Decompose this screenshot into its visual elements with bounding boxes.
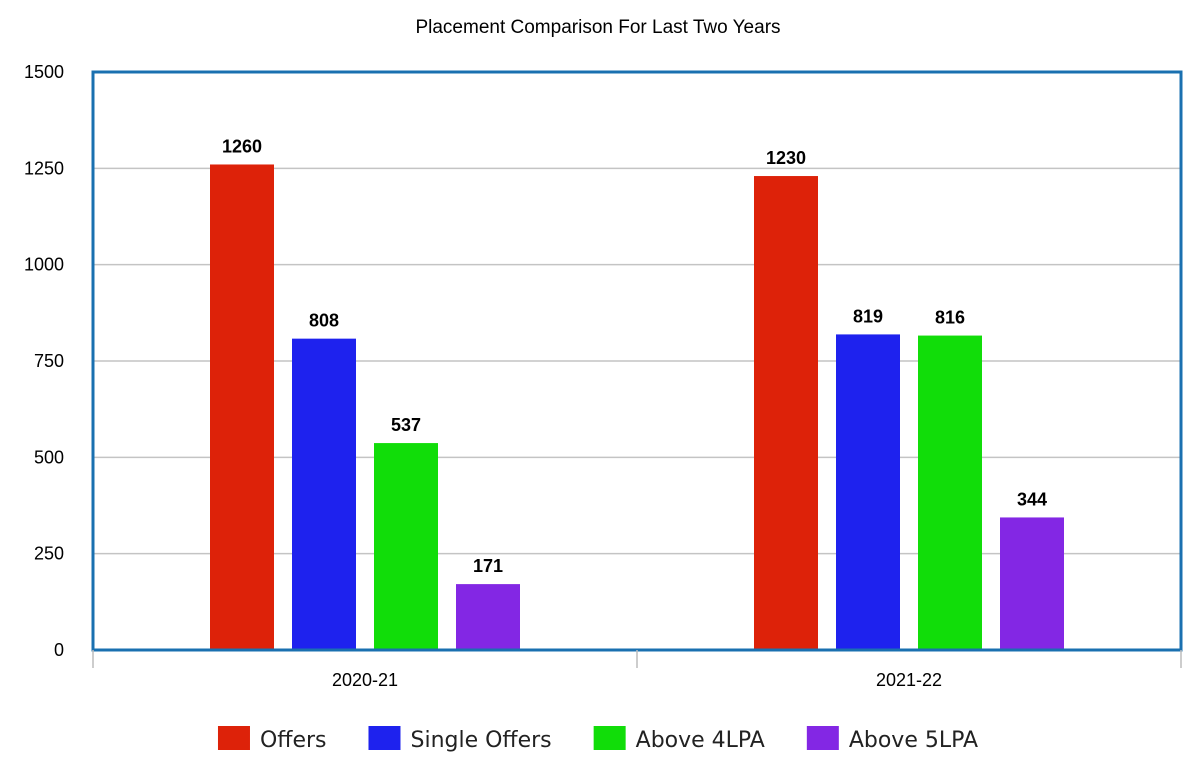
legend-item: Above 4LPA [593, 726, 765, 753]
legend-swatch [368, 726, 401, 750]
x-axis: 2020-21 2021-22 [92, 650, 1182, 690]
legend-swatch [217, 726, 250, 750]
bar [374, 443, 438, 650]
y-axis-tick-labels: 0 250 500 750 1000 1250 1500 [24, 62, 64, 660]
data-label: 816 [935, 308, 965, 328]
data-label: 344 [1017, 489, 1047, 509]
y-tick-label: 750 [34, 351, 64, 371]
legend: Offers Single Offers Above 4LPA Above 5LPA [217, 726, 978, 753]
data-labels: 1260 808 537 171 1230 819 816 344 [222, 136, 1047, 576]
legend-item: Above 5LPA [806, 726, 978, 753]
data-label: 1260 [222, 136, 262, 156]
y-tick-label: 1000 [24, 255, 64, 275]
y-tick-label: 0 [54, 640, 64, 660]
gridlines [93, 167, 1181, 555]
bar [210, 164, 274, 651]
data-label: 171 [473, 556, 503, 576]
x-category-label: 2020-21 [332, 670, 398, 690]
bars-group [210, 164, 1064, 651]
data-label: 537 [391, 415, 421, 435]
y-tick-label: 500 [34, 447, 64, 467]
y-tick-label: 1250 [24, 158, 64, 178]
bar [836, 334, 900, 650]
bar [292, 338, 356, 650]
bar [918, 335, 982, 650]
y-tick-label: 250 [34, 544, 64, 564]
y-tick-label: 1500 [24, 62, 64, 82]
data-label: 1230 [766, 148, 806, 168]
bar [456, 584, 520, 650]
legend-label: Above 4LPA [636, 728, 765, 753]
chart-title: Placement Comparison For Last Two Years [415, 17, 780, 38]
legend-item: Offers [217, 726, 327, 753]
x-category-label: 2021-22 [876, 670, 942, 690]
legend-item: Single Offers [368, 726, 552, 753]
legend-label: Offers [260, 728, 327, 753]
bar [1000, 517, 1064, 650]
legend-label: Above 5LPA [849, 728, 978, 753]
data-label: 808 [309, 311, 339, 331]
legend-swatch [593, 726, 626, 750]
data-label: 819 [853, 306, 883, 326]
legend-label: Single Offers [410, 728, 551, 753]
bar [754, 176, 818, 651]
legend-swatch [806, 726, 839, 750]
